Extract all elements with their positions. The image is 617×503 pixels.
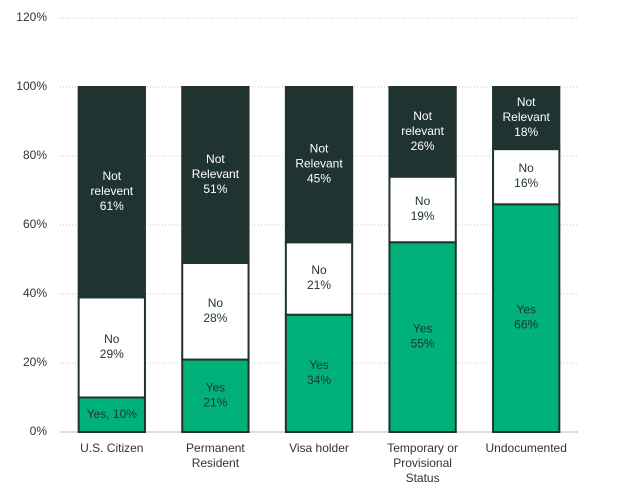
bar-segment — [181, 261, 250, 361]
data-label: No 28% — [203, 296, 227, 325]
bar-segment — [388, 175, 457, 244]
x-tick-label: Undocumented — [486, 441, 567, 455]
y-tick-label: 0% — [30, 424, 48, 438]
y-tick-label: 100% — [16, 79, 47, 93]
y-tick-label: 80% — [23, 148, 47, 162]
data-label: No 19% — [411, 194, 435, 223]
data-label: Yes 66% — [514, 303, 538, 332]
bar-segment — [284, 241, 354, 316]
data-label: Yes 55% — [411, 322, 435, 351]
bar-segment — [492, 86, 561, 151]
data-label: Yes 21% — [203, 380, 227, 409]
data-label: Yes, 10% — [87, 407, 138, 421]
y-tick-label: 120% — [16, 10, 47, 24]
data-label: Yes 34% — [307, 358, 331, 387]
bar-segment — [284, 86, 354, 244]
x-tick-label: U.S. Citizen — [80, 441, 143, 455]
bar-segment — [77, 86, 146, 299]
y-tick-label: 40% — [23, 286, 47, 300]
bar-segment — [181, 358, 250, 433]
bar-segment — [492, 203, 561, 433]
data-label: Not relevant 26% — [401, 109, 444, 153]
y-tick-label: 20% — [23, 355, 47, 369]
data-label: No 29% — [100, 332, 124, 361]
x-tick-label: Temporary or Provisional Status — [387, 441, 458, 485]
bar-segment — [492, 148, 561, 206]
x-tick-label: Visa holder — [289, 441, 349, 455]
data-label: No 21% — [307, 263, 331, 292]
data-label: Not Relevant 51% — [192, 152, 240, 196]
data-label: Not Relevant 45% — [295, 142, 343, 186]
bar-segment — [77, 396, 146, 433]
data-label: No 16% — [514, 161, 538, 190]
bar-segment — [388, 86, 457, 178]
x-tick-label: Permanent Resident — [186, 441, 245, 470]
bar-segment — [181, 86, 250, 264]
y-tick-label: 60% — [23, 217, 47, 231]
bar-segment — [77, 296, 146, 399]
data-label: Not Relevant 18% — [503, 95, 551, 139]
bar-segment — [284, 313, 354, 434]
data-label: Not relevent 61% — [90, 169, 133, 213]
